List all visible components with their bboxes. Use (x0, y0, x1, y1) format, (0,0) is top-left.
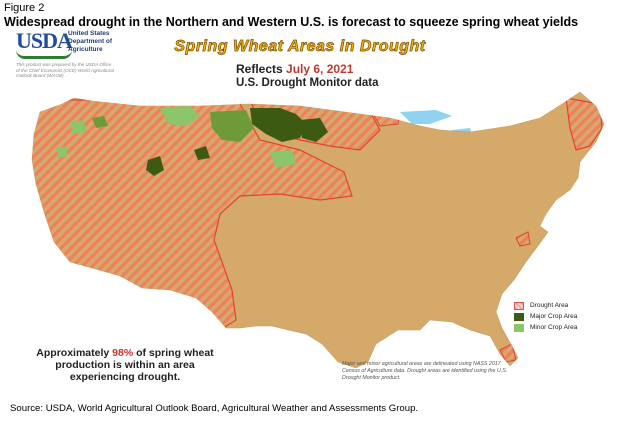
legend-label: Minor Crop Area (530, 324, 578, 331)
stat-line-1: Approximately 98% of spring wheat (20, 347, 230, 359)
usda-swoosh-icon (16, 50, 72, 59)
dept-line-3: Agriculture (68, 46, 103, 53)
dark-green-swatch-icon (514, 312, 524, 321)
legend-label: Major Crop Area (530, 313, 578, 320)
stat-suffix: of spring wheat (136, 347, 214, 359)
usda-logo-block: USDA United States Department of Agricul… (16, 30, 126, 59)
legend-item-minor-crop: Minor Crop Area (514, 322, 577, 333)
stat-line-3: experiencing drought. (69, 371, 181, 383)
crop-areas (56, 106, 328, 176)
stat-line-2: production is within an area (55, 359, 195, 371)
usda-logo: USDA (16, 28, 73, 53)
methodology-note: Major and minor agricultural areas are d… (342, 361, 508, 381)
figure-source: Source: USDA, World Agricultural Outlook… (10, 403, 419, 414)
map-title: Spring Wheat Areas in Drought (174, 38, 426, 56)
reflects-line: Reflects July 6, 2021 (236, 62, 353, 76)
reflects-date: July 6, 2021 (286, 62, 354, 76)
light-green-swatch-icon (514, 323, 524, 332)
legend-label: Drought Area (530, 302, 569, 309)
figure-title: Widespread drought in the Northern and W… (4, 15, 579, 29)
drought-statistic: Approximately 98% of spring wheat produc… (20, 347, 230, 383)
hatched-red-swatch-icon (514, 301, 524, 310)
legend-item-major-crop: Major Crop Area (514, 311, 577, 322)
reflects-prefix: Reflects (236, 62, 283, 76)
legend-item-drought: Drought Area (514, 300, 577, 311)
dept-line-1: United States (68, 30, 110, 37)
department-name: United States Department of Agriculture (68, 30, 128, 54)
dept-line-2: Department of (68, 38, 113, 45)
map-legend: Drought Area Major Crop Area Minor Crop … (514, 300, 577, 333)
drought-monitor-source: U.S. Drought Monitor data (236, 77, 379, 89)
stat-prefix: Approximately (36, 347, 110, 359)
prepared-by-note: This product was prepared by the USDA Of… (16, 62, 114, 78)
figure-label: Figure 2 (4, 2, 45, 14)
stat-percent: 98% (112, 347, 134, 359)
